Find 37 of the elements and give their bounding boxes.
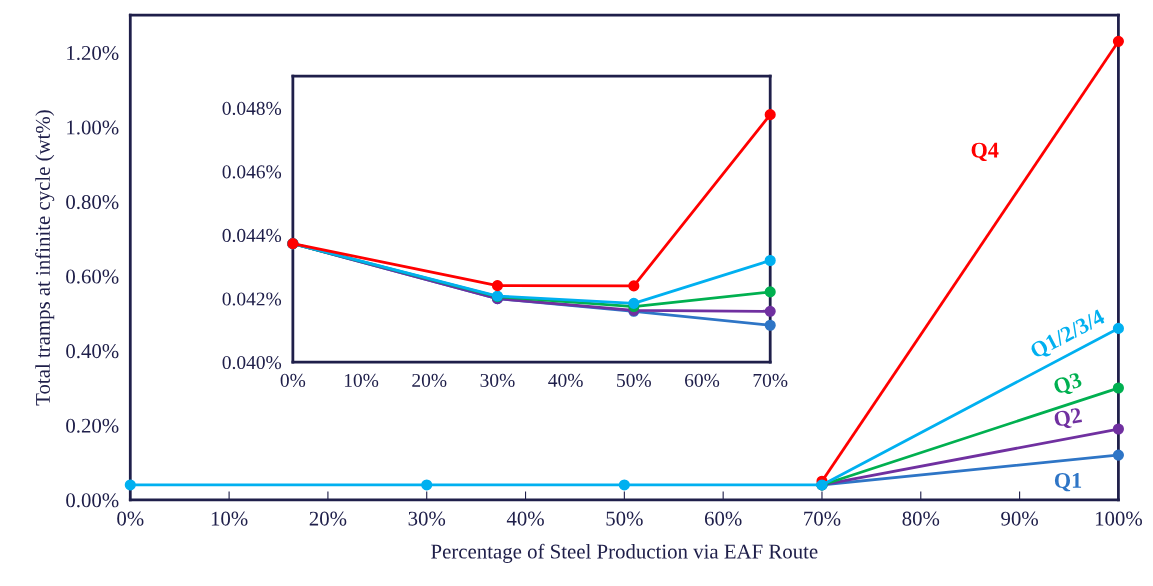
y-tick-label: 0.040%: [222, 355, 282, 370]
y-tick-label: 0.60%: [66, 269, 119, 284]
text: Q3: [1052, 371, 1084, 398]
x-tick-label: 40%: [506, 511, 544, 526]
y-tick-label: 0.40%: [66, 344, 119, 359]
x-tick-label: 20%: [412, 373, 447, 388]
x-tick-label: 40%: [548, 373, 583, 388]
x-tick-label: 30%: [480, 373, 515, 388]
x-tick-label: 90%: [1001, 511, 1038, 526]
x-tick-label: 70%: [804, 511, 841, 526]
x-tick-label: 50%: [606, 511, 643, 526]
y-tick-label: 0.048%: [222, 101, 282, 115]
x-tick-label: 70%: [753, 373, 788, 388]
x-tick-label: 50%: [617, 373, 651, 388]
x-tick-label: 0%: [280, 373, 306, 388]
y-tick-label: 1.00%: [67, 120, 119, 135]
y-tick-label: 0.042%: [222, 292, 282, 306]
text: Q2: [1053, 407, 1083, 431]
x-tick-label: 20%: [309, 511, 347, 526]
y-tick-label: 1.20%: [67, 45, 119, 61]
x-tick-label: 60%: [685, 373, 720, 388]
series-label: Q1: [1054, 473, 1082, 492]
y-tick-label: 0.00%: [66, 493, 119, 508]
series-label: Q4: [971, 142, 999, 162]
y-tick-label: 0.20%: [66, 418, 119, 433]
x-tick-label: 100%: [1095, 511, 1142, 526]
x-tick-label: 80%: [902, 511, 940, 526]
y-tick-label: 0.046%: [222, 165, 282, 179]
x-tick-label: 10%: [344, 373, 379, 388]
y-axis-title: Total tramps at infinite cycle (wt%): [35, 110, 55, 406]
x-tick-label: 30%: [408, 511, 446, 526]
x-tick-label: 60%: [704, 511, 742, 526]
y-tick-label: 0.044%: [222, 228, 282, 243]
x-axis-title: Percentage of Steel Production via EAF Route: [431, 543, 818, 563]
x-tick-label: 10%: [211, 511, 248, 526]
y-tick-label: 0.80%: [66, 195, 119, 210]
x-tick-label: 0%: [117, 511, 144, 526]
